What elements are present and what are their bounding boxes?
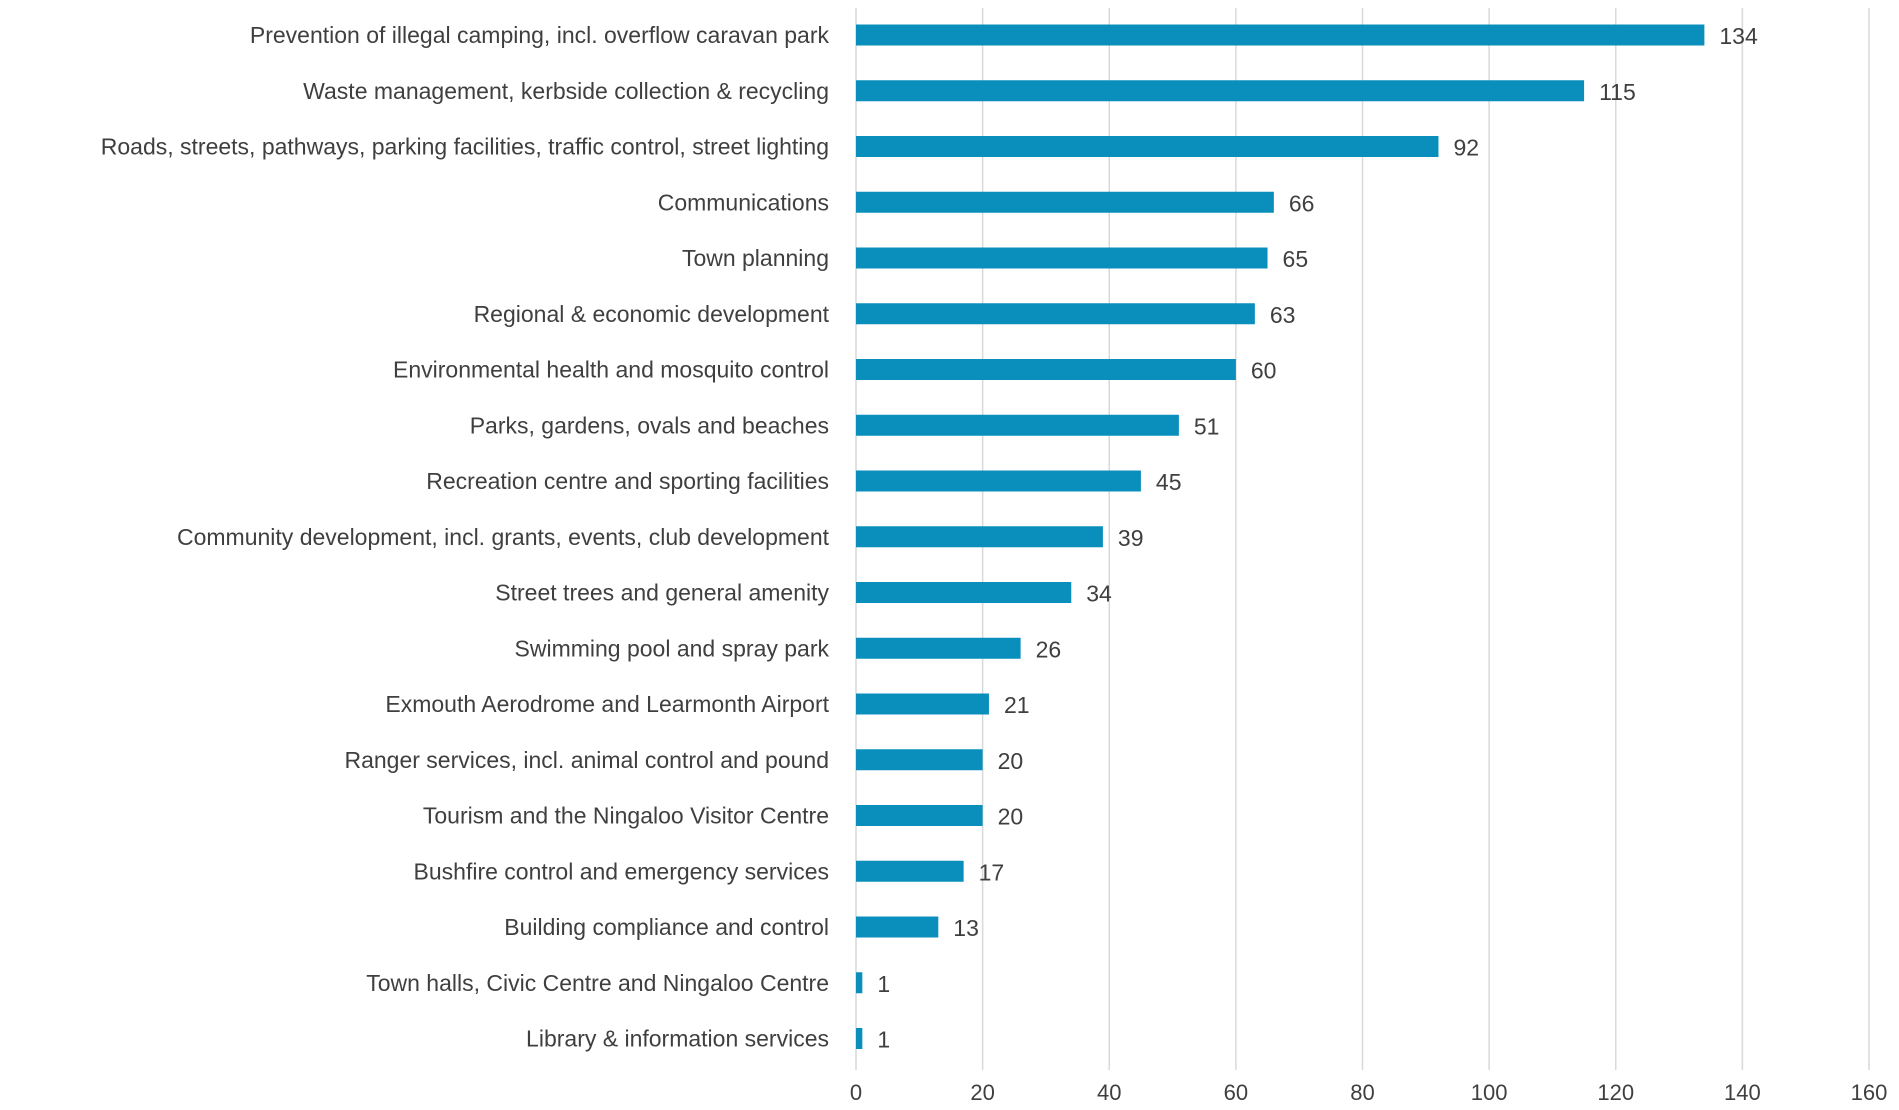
data-label: 60 [1251,358,1277,384]
category-label: Building compliance and control [504,914,829,940]
bar [856,972,863,994]
bar [856,359,1236,380]
bar [856,24,1705,46]
category-label: Library & information services [526,1026,829,1052]
data-label: 92 [1453,135,1479,161]
data-label: 34 [1086,581,1112,607]
data-label: 17 [979,859,1005,885]
data-label: 45 [1156,469,1182,495]
data-label: 13 [953,915,979,941]
data-label: 26 [1036,636,1062,662]
bar [856,303,1255,325]
gridlines [855,8,1870,1070]
bar [856,80,1585,102]
x-tick-label: 40 [1097,1080,1121,1105]
category-label: Prevention of illegal camping, incl. ove… [250,22,830,48]
data-label: 20 [998,804,1024,830]
bar [856,526,1103,548]
bar [856,582,1072,603]
category-label: Parks, gardens, ovals and beaches [470,412,829,438]
bar [856,1028,863,1049]
bar [856,191,1274,213]
x-tick-label: 80 [1350,1080,1374,1105]
category-label: Community development, incl. grants, eve… [177,524,830,550]
category-label: Town planning [682,245,829,271]
x-tick-label: 20 [970,1080,994,1105]
x-axis-ticks: 0 20 40 60 80 100 120 140 160 [850,1080,1887,1105]
bar [856,693,989,715]
data-label: 21 [1004,692,1030,718]
category-label: Regional & economic development [474,301,830,327]
data-label: 134 [1719,23,1758,49]
x-tick-label: 120 [1597,1080,1634,1105]
category-label: Environmental health and mosquito contro… [393,357,829,383]
category-label: Town halls, Civic Centre and Ningaloo Ce… [366,970,829,996]
category-label: Street trees and general amenity [495,580,829,606]
category-label: Swimming pool and spray park [515,635,830,661]
category-labels: Prevention of illegal camping, incl. ove… [101,22,830,1052]
data-label: 20 [998,748,1024,774]
bar [856,860,964,882]
data-label: 1 [877,1027,890,1053]
bar [856,637,1021,659]
data-label: 1 [877,971,890,997]
x-tick-label: 160 [1851,1080,1888,1105]
category-label: Roads, streets, pathways, parking facili… [101,134,829,160]
category-label: Waste management, kerbside collection & … [303,78,829,104]
bar [856,247,1268,269]
bars [856,24,1705,1049]
data-label: 63 [1270,302,1296,328]
data-label: 39 [1118,525,1144,551]
data-label: 65 [1283,246,1309,272]
bar [856,805,983,826]
x-tick-label: 0 [850,1080,862,1105]
data-label: 66 [1289,190,1315,216]
bar [856,916,939,938]
category-label: Recreation centre and sporting facilitie… [426,468,829,494]
category-label: Bushfire control and emergency services [414,858,829,884]
category-label: Tourism and the Ningaloo Visitor Centre [423,803,829,829]
category-label: Ranger services, incl. animal control an… [344,747,829,773]
x-tick-label: 140 [1724,1080,1761,1105]
x-tick-label: 60 [1224,1080,1248,1105]
bar [856,470,1141,492]
category-label: Communications [658,189,829,215]
data-labels: 134 115 92 66 65 63 60 51 45 39 34 26 21 20 20 17 13 1 1 [877,23,1758,1053]
bar [856,136,1439,157]
category-label: Exmouth Aerodrome and Learmonth Airport [385,691,829,717]
bar [856,749,983,771]
bar [856,414,1179,436]
data-label: 51 [1194,413,1220,439]
data-label: 115 [1599,79,1636,105]
x-tick-label: 100 [1471,1080,1508,1105]
